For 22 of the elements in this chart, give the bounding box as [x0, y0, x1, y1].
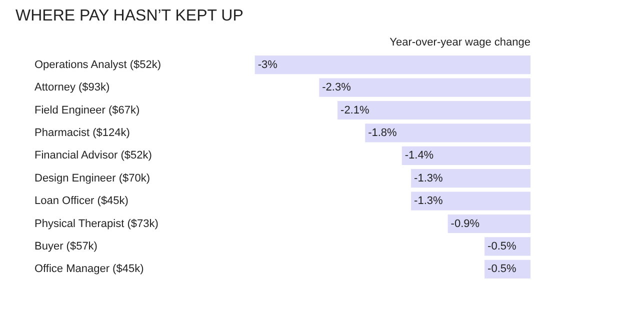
y-tick-label: Pharmacist ($124k): [34, 126, 130, 139]
y-tick-label: Office Manager ($45k): [34, 263, 144, 276]
data-label: -1.4%: [404, 150, 434, 162]
data-label: -2.1%: [340, 104, 370, 116]
y-tick-label: Loan Officer ($45k): [34, 195, 128, 208]
data-label: -3%: [258, 58, 278, 71]
data-label: -1.8%: [368, 126, 398, 139]
data-label: -1.3%: [414, 195, 443, 208]
data-label: -1.3%: [414, 172, 443, 184]
y-tick-label: Physical Therapist ($73k): [34, 218, 158, 230]
y-tick-label: Financial Advisor ($52k): [34, 150, 152, 162]
data-label: -0.9%: [450, 218, 480, 230]
y-tick-label: Operations Analyst ($52k): [34, 58, 162, 71]
y-tick-label: Buyer ($57k): [34, 240, 98, 252]
y-tick-label: Design Engineer ($70k): [34, 172, 150, 184]
y-tick-label: Attorney ($93k): [34, 82, 110, 94]
data-label: -0.5%: [488, 263, 517, 276]
chart-title: WHERE PAY HASN’T KEPT UP: [16, 8, 244, 24]
x-axis-title: Year-over-year wage change: [390, 36, 531, 48]
y-tick-label: Field Engineer ($67k): [34, 104, 140, 116]
data-label: -2.3%: [322, 82, 352, 94]
data-label: -0.5%: [488, 240, 517, 252]
